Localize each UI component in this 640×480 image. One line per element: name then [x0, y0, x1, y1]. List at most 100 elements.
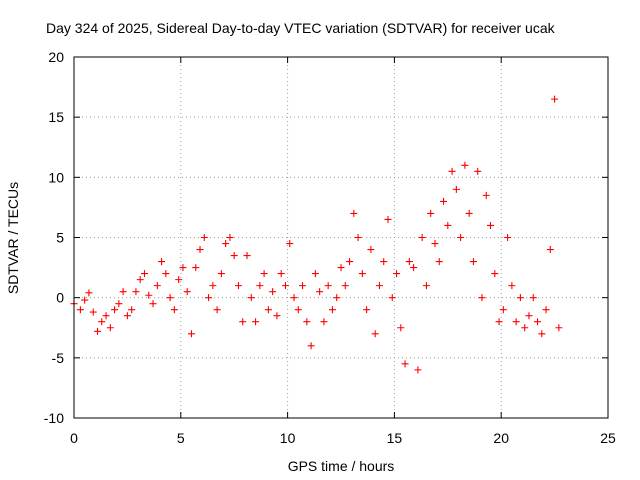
plot-frame	[73, 56, 609, 419]
data-point	[350, 209, 358, 217]
data-point	[81, 296, 89, 304]
data-point	[260, 270, 268, 278]
data-point	[303, 318, 311, 326]
data-point	[346, 258, 354, 266]
y-tick-label: 5	[56, 230, 64, 246]
data-point	[200, 234, 208, 241]
data-point	[478, 294, 486, 302]
data-point	[422, 282, 430, 290]
y-tick-label: 15	[48, 109, 64, 125]
data-point	[431, 240, 439, 248]
x-tick-label: 5	[177, 430, 185, 446]
data-point	[187, 330, 195, 338]
tick-layer: 0 5 10 15 20 25 -10 -5 0 5 10 15 20	[44, 49, 616, 446]
x-tick-label: 25	[600, 430, 616, 446]
data-point	[239, 318, 247, 326]
data-point	[465, 209, 473, 217]
data-point	[98, 318, 106, 326]
data-point	[516, 294, 524, 302]
data-point	[487, 221, 495, 229]
data-point	[328, 306, 336, 314]
y-tick-label: 10	[48, 169, 64, 185]
data-point	[183, 288, 191, 296]
data-point	[461, 161, 469, 169]
data-point	[363, 306, 371, 314]
y-tick-label: 20	[48, 49, 64, 65]
data-point	[243, 252, 251, 260]
data-point	[209, 282, 217, 290]
data-point	[427, 209, 435, 217]
data-point	[145, 291, 153, 299]
data-point	[277, 270, 285, 278]
x-tick-label: 15	[387, 430, 403, 446]
data-point	[89, 308, 97, 316]
x-axis-label: GPS time / hours	[288, 458, 395, 474]
data-point	[504, 234, 512, 241]
data-point	[196, 246, 204, 254]
x-tick-label: 10	[280, 430, 296, 446]
data-point	[380, 258, 388, 266]
data-point	[324, 282, 332, 290]
data-point	[170, 306, 178, 314]
data-point	[106, 324, 114, 332]
data-point	[115, 300, 123, 308]
data-point	[230, 252, 238, 260]
data-point	[341, 282, 349, 290]
data-point	[388, 294, 396, 302]
data-point	[435, 258, 443, 266]
data-point	[76, 306, 84, 314]
data-point	[333, 294, 341, 302]
data-point	[226, 234, 234, 241]
x-tick-label: 0	[70, 430, 78, 446]
data-point	[175, 276, 183, 284]
data-point	[508, 282, 516, 290]
data-point	[354, 234, 362, 241]
y-axis-label: SDTVAR / TECUs	[5, 182, 21, 294]
data-point	[264, 306, 272, 314]
data-point	[290, 294, 298, 302]
data-point	[337, 264, 345, 272]
data-point	[149, 300, 157, 308]
data-point	[286, 240, 294, 248]
data-point	[136, 276, 144, 284]
data-point	[222, 240, 230, 248]
data-point	[448, 167, 456, 175]
data-point	[440, 197, 448, 205]
data-point	[371, 330, 379, 338]
y-tick-label: -5	[52, 350, 65, 366]
data-point	[538, 330, 546, 338]
data-point	[452, 185, 460, 193]
data-point	[444, 221, 452, 229]
data-point	[234, 282, 242, 290]
data-point	[128, 306, 136, 314]
data-point	[393, 270, 401, 278]
data-point	[525, 312, 533, 320]
data-point	[307, 342, 315, 350]
data-point	[247, 294, 255, 302]
data-point	[546, 246, 554, 254]
data-point	[93, 327, 101, 335]
data-point	[414, 366, 422, 374]
data-point	[397, 324, 405, 332]
data-point	[252, 318, 260, 326]
data-point	[192, 264, 200, 272]
data-point	[358, 270, 366, 278]
data-point	[111, 306, 119, 314]
data-point	[153, 282, 161, 290]
data-point	[256, 282, 264, 290]
data-point	[140, 270, 148, 278]
data-point	[482, 191, 490, 199]
data-point	[474, 167, 482, 175]
y-tick-label: 0	[56, 290, 64, 306]
data-point	[555, 324, 563, 332]
y-tick-label: -10	[44, 410, 64, 426]
data-point	[158, 258, 166, 266]
data-point	[316, 288, 324, 296]
data-point	[119, 288, 127, 296]
data-point	[418, 234, 426, 241]
data-point	[213, 306, 221, 314]
data-point	[269, 288, 277, 296]
data-point	[311, 270, 319, 278]
data-point	[162, 270, 170, 278]
